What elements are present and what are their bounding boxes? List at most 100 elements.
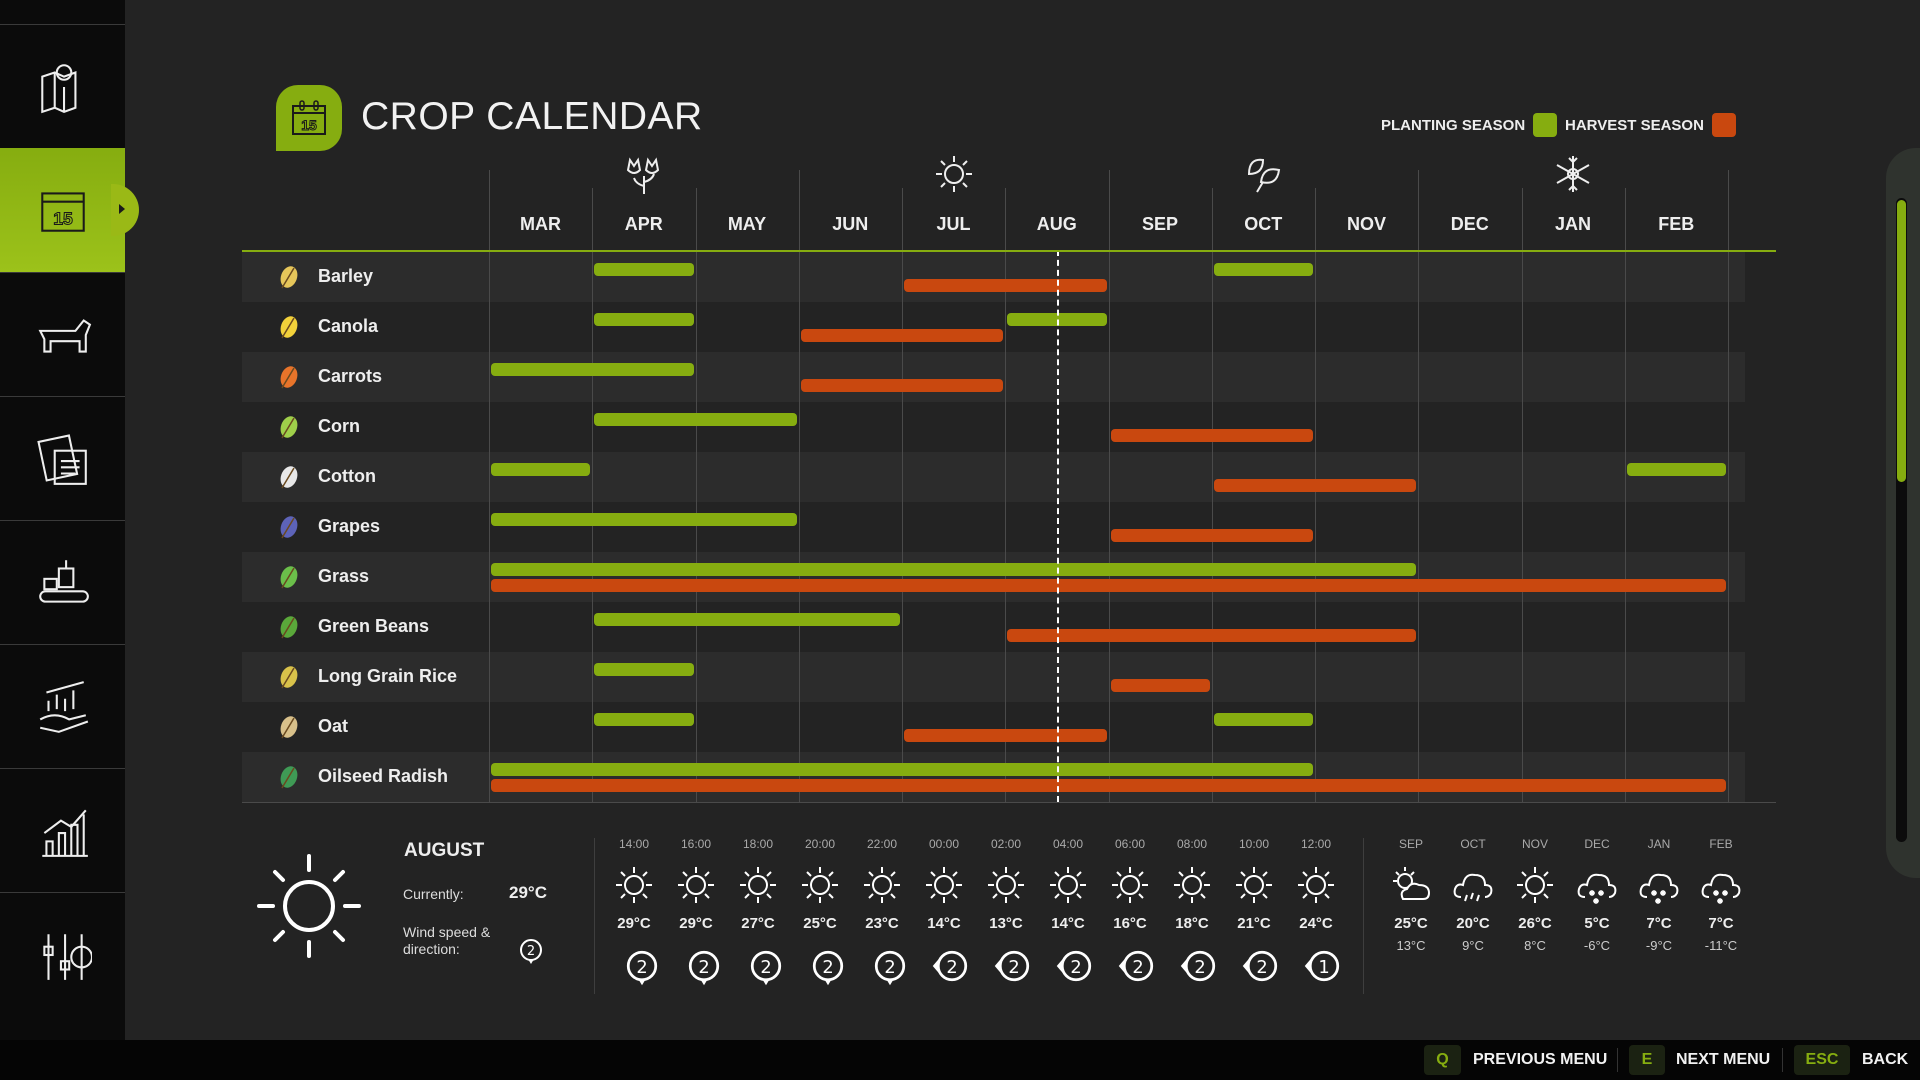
weather-snow-icon: [1691, 863, 1751, 907]
quarter-divider: [798, 170, 800, 802]
header-divider: [242, 250, 1776, 252]
forecast-month: JAN: [1647, 837, 1671, 851]
weather-sun-icon: [1038, 863, 1098, 907]
scrollbar[interactable]: [1896, 198, 1907, 842]
hour-temp: 25°C: [803, 915, 837, 932]
sidebar-item-animals[interactable]: [0, 272, 125, 396]
settings-icon: [42, 933, 92, 980]
current-temp-label: Currently:: [403, 886, 464, 902]
month-header-oct: OCT: [1244, 214, 1283, 234]
weather-sun-icon: [914, 863, 974, 907]
sidebar-item-calendar[interactable]: 15: [0, 148, 139, 272]
crop-icon-oat: [276, 714, 302, 740]
sidebar-item-finances[interactable]: [0, 644, 125, 768]
planting-bar: [491, 463, 591, 476]
crop-name: Oat: [318, 716, 349, 736]
sidebar-item-map[interactable]: [0, 24, 125, 148]
hour-time: 00:00: [928, 837, 960, 851]
wind-icon: 2: [1116, 944, 1154, 982]
finances-icon: [39, 680, 88, 733]
crop-icon-grapes: [276, 514, 302, 540]
month-header-nov: NOV: [1346, 214, 1386, 234]
wind-icon: 2: [1054, 944, 1092, 982]
forecast-item: DEC 5°C -6°C: [1567, 837, 1627, 953]
footer-separator: [1617, 1048, 1618, 1072]
sidebar-item-contracts[interactable]: [0, 396, 125, 520]
forecast-divider: [1363, 838, 1364, 994]
hour-time: 10:00: [1238, 837, 1270, 851]
forecast-item: FEB 7°C -11°C: [1691, 837, 1751, 953]
contracts-icon: [36, 433, 87, 485]
planting-bar: [594, 713, 694, 726]
legend-harvest-label: HARVEST SEASON: [1565, 116, 1704, 134]
month-divider: [592, 188, 594, 802]
footer-bar: [0, 1040, 1920, 1080]
weather-sun-icon: [790, 863, 850, 907]
month-header-apr: APR: [624, 214, 663, 234]
crop-name: Grass: [318, 566, 370, 586]
hour-temp: 16°C: [1113, 915, 1147, 932]
sidebar-item-production[interactable]: [0, 520, 125, 644]
weather-sun-icon: [728, 863, 788, 907]
forecast-high: 5°C: [1584, 915, 1610, 932]
crop-row: Grass: [242, 552, 1745, 602]
hour-time: 14:00: [618, 837, 650, 851]
sidebar: 15: [0, 0, 139, 1040]
month-header-jun: JUN: [832, 214, 869, 234]
hourly-item: 10:00 21°C 2: [1224, 837, 1284, 982]
next-menu-key[interactable]: E: [1629, 1045, 1665, 1075]
hour-temp: 14°C: [927, 915, 961, 932]
previous-menu-key[interactable]: Q: [1424, 1045, 1461, 1075]
current-date-marker: [1056, 250, 1059, 802]
forecast-low: -11°C: [1704, 938, 1738, 953]
weather-sun-icon: [1505, 863, 1565, 907]
next-menu-button[interactable]: NEXT MENU: [1676, 1051, 1771, 1068]
crop-icon-carrots: [276, 364, 302, 390]
crop-name: Oilseed Radish: [318, 766, 449, 786]
harvest-bar: [800, 379, 1004, 392]
production-icon: [38, 559, 89, 603]
planting-bar: [594, 663, 694, 676]
forecast-item: OCT 20°C 9°C: [1443, 837, 1503, 953]
crop-name: Corn: [318, 416, 360, 436]
svg-text:2: 2: [1132, 957, 1143, 978]
crop-name: Green Beans: [318, 616, 430, 636]
crop-icon-barley: [276, 264, 302, 290]
scrollbar-thumb[interactable]: [1897, 200, 1906, 482]
hour-time: 20:00: [804, 837, 836, 851]
current-temp: 29°C: [509, 883, 547, 902]
planting-bar: [594, 263, 694, 276]
hourly-item: 18:00 27°C 2: [728, 837, 788, 986]
back-key[interactable]: ESC: [1794, 1045, 1850, 1075]
forecast-high: 7°C: [1646, 915, 1672, 932]
back-button[interactable]: BACK: [1862, 1051, 1909, 1068]
svg-text:2: 2: [527, 944, 535, 959]
sidebar-item-settings[interactable]: [0, 892, 125, 1016]
quarter-divider: [489, 170, 490, 802]
legend-harvest: HARVEST SEASON: [1565, 113, 1736, 137]
month-header-mar: MAR: [520, 214, 561, 234]
forecast-low: -9°C: [1645, 938, 1673, 953]
planting-swatch: [1533, 113, 1558, 137]
previous-menu-button[interactable]: PREVIOUS MENU: [1473, 1051, 1608, 1068]
wind-icon: 2: [620, 944, 658, 986]
hourly-item: 16:00 29°C 2: [666, 837, 726, 986]
hourly-item: 08:00 18°C 2: [1162, 837, 1222, 982]
hour-time: 04:00: [1052, 837, 1084, 851]
weather-sun-icon: [1224, 863, 1284, 907]
planting-bar: [491, 563, 1417, 576]
planting-bar: [491, 513, 797, 526]
forecast-low: 9°C: [1462, 938, 1484, 953]
forecast-month: FEB: [1709, 837, 1733, 851]
hour-time: 18:00: [742, 837, 774, 851]
weather-snow-icon: [1629, 863, 1689, 907]
harvest-bar: [1213, 479, 1417, 492]
hour-temp: 21°C: [1237, 915, 1271, 932]
month-header-sep: SEP: [1141, 214, 1179, 234]
forecast-high: 20°C: [1456, 915, 1490, 932]
crop-name: Carrots: [318, 366, 383, 386]
sidebar-item-statistics[interactable]: [0, 768, 125, 892]
wind-label: Wind speed & direction:: [403, 924, 491, 957]
crop-row: Grapes: [242, 502, 1745, 552]
svg-text:2: 2: [698, 957, 709, 978]
